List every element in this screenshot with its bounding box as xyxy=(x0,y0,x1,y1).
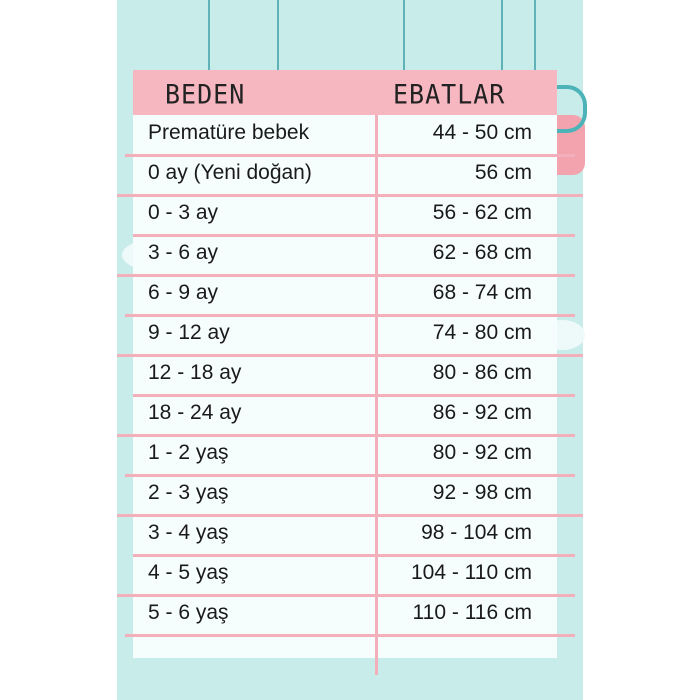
size-cell: 3 - 4 yaş xyxy=(148,521,229,544)
hanging-string xyxy=(534,0,536,70)
size-cell: 0 ay (Yeni doğan) xyxy=(148,161,312,184)
dimension-cell: 56 - 62 cm xyxy=(432,201,532,224)
size-cell: 0 - 3 ay xyxy=(148,201,219,224)
size-cell: Prematüre bebek xyxy=(148,121,310,144)
dimension-cell: 62 - 68 cm xyxy=(432,241,532,264)
row-divider xyxy=(117,594,575,597)
dimension-cell: 98 - 104 cm xyxy=(421,521,532,544)
row-divider xyxy=(125,154,575,157)
row-divider xyxy=(133,394,575,397)
size-table xyxy=(133,70,557,658)
header-dimensions: EBATLAR xyxy=(393,79,506,110)
row-divider xyxy=(133,554,575,557)
size-cell: 1 - 2 yaş xyxy=(148,441,229,464)
hanging-string xyxy=(277,0,279,70)
dimension-cell: 92 - 98 cm xyxy=(432,481,532,504)
size-cell: 12 - 18 ay xyxy=(148,361,242,384)
hanging-string xyxy=(501,0,503,70)
row-divider xyxy=(125,634,575,637)
decorative-handle xyxy=(555,85,587,133)
size-cell: 3 - 6 ay xyxy=(148,241,219,264)
dimension-cell: 80 - 86 cm xyxy=(432,361,532,384)
size-cell: 9 - 12 ay xyxy=(148,321,230,344)
row-divider xyxy=(125,474,575,477)
size-cell: 5 - 6 yaş xyxy=(148,601,229,624)
row-divider xyxy=(117,274,575,277)
row-divider xyxy=(125,314,575,317)
dimension-cell: 110 - 116 cm xyxy=(412,601,532,624)
hanging-string xyxy=(403,0,405,70)
dimension-cell: 104 - 110 cm xyxy=(410,561,532,584)
dimension-cell: 86 - 92 cm xyxy=(432,401,532,424)
size-cell: 18 - 24 ay xyxy=(148,401,242,424)
row-divider xyxy=(117,354,583,357)
table-header xyxy=(133,70,557,115)
dimension-cell: 68 - 74 cm xyxy=(432,281,532,304)
row-divider xyxy=(117,194,583,197)
row-divider xyxy=(133,234,575,237)
header-size: BEDEN xyxy=(165,79,246,110)
row-divider xyxy=(117,434,575,437)
dimension-cell: 74 - 80 cm xyxy=(432,321,532,344)
dimension-cell: 44 - 50 cm xyxy=(432,121,532,144)
size-cell: 2 - 3 yaş xyxy=(148,481,229,504)
size-cell: 4 - 5 yaş xyxy=(148,561,229,584)
dimension-cell: 56 cm xyxy=(474,161,532,184)
row-divider xyxy=(117,514,583,517)
size-cell: 6 - 9 ay xyxy=(148,281,219,304)
dimension-cell: 80 - 92 cm xyxy=(432,441,532,464)
hanging-string xyxy=(208,0,210,70)
